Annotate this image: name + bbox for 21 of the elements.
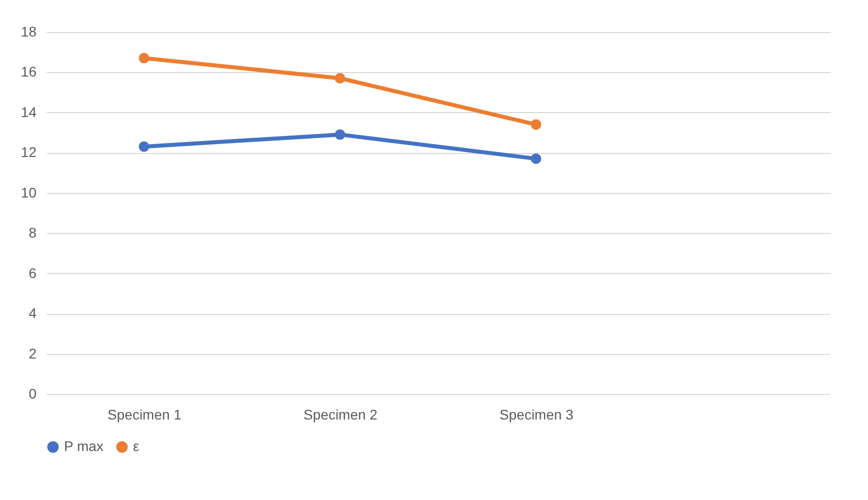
y-tick-label: 2 <box>28 345 37 362</box>
y-tick-label: 14 <box>20 104 37 120</box>
y-tick-label: 18 <box>20 24 37 40</box>
point <box>530 153 542 164</box>
point <box>334 73 346 84</box>
point <box>138 52 150 64</box>
y-tick-label: 16 <box>20 64 37 80</box>
point <box>138 141 150 152</box>
x-tick-label: Specimen 2 <box>304 406 378 422</box>
point <box>334 129 346 140</box>
y-tick-label: 10 <box>20 184 37 200</box>
legend-label: P max <box>64 438 104 454</box>
y-tick-label: 8 <box>28 224 37 241</box>
x-tick-label: Specimen 3 <box>500 406 574 422</box>
point <box>530 119 542 130</box>
y-tick-label: 6 <box>28 264 37 281</box>
y-tick-label: 4 <box>28 305 37 322</box>
x-tick-label: Specimen 1 <box>108 406 182 422</box>
y-tick-label: 0 <box>28 386 37 402</box>
legend-label: ε <box>133 438 140 454</box>
y-tick-label: 12 <box>20 144 37 160</box>
